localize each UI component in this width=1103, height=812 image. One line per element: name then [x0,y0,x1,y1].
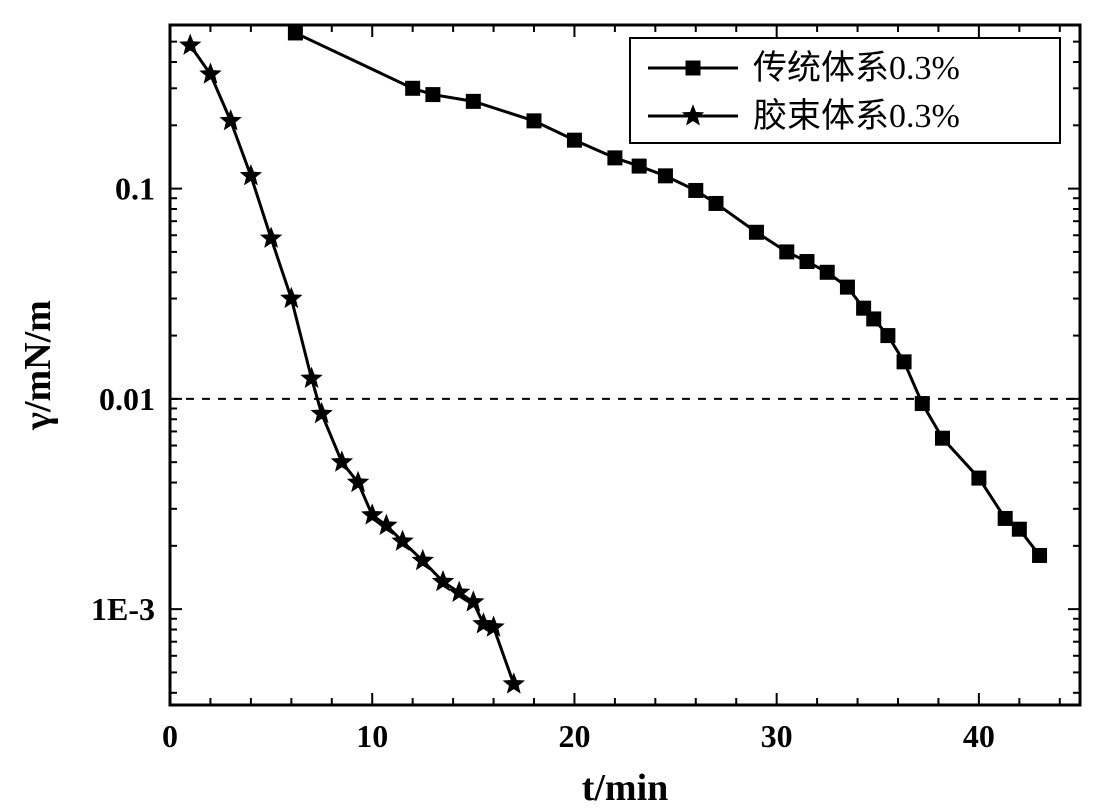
chart-container: 0 10 20 30 40 t/min 1E-3 0.01 0.1 γ/mN/m 传统体系0.3% 胶… [0,0,1103,812]
x-tick-label: 20 [558,718,590,754]
y-tick-label: 1E-3 [91,591,155,627]
x-axis-label: t/min [582,767,669,809]
legend: 传统体系0.3% 胶束体系0.3% [630,38,1060,143]
chart-svg: 0 10 20 30 40 t/min 1E-3 0.01 0.1 γ/mN/m 传统体系0.3% 胶… [0,0,1103,812]
legend-label: 传统体系0.3% [753,49,960,87]
x-tick-label: 0 [162,718,178,754]
y-tick-label: 0.01 [99,381,155,417]
x-tick-label: 40 [963,718,995,754]
y-tick-label: 0.1 [115,171,155,207]
y-axis-label: γ/mN/m [17,300,59,431]
x-tick-label: 10 [356,718,388,754]
legend-label: 胶束体系0.3% [753,97,960,135]
x-tick-label: 30 [761,718,793,754]
